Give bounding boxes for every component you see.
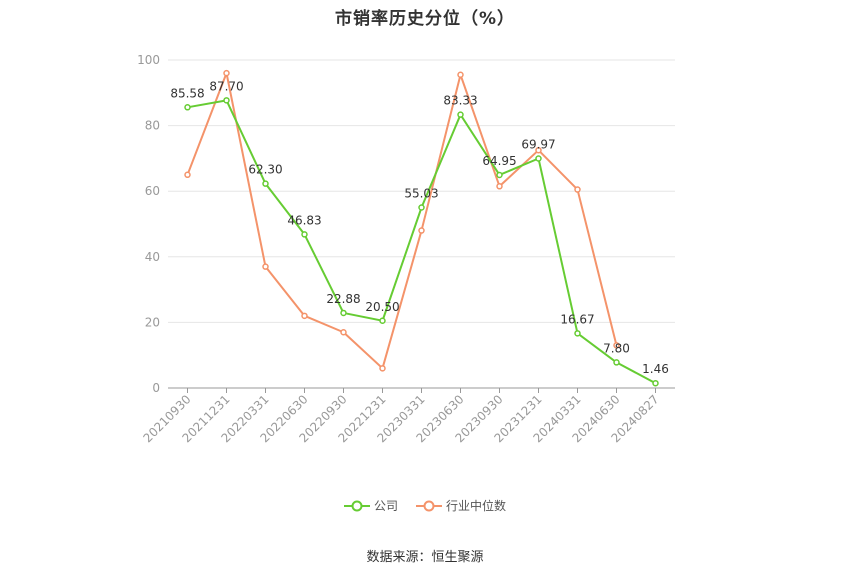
data-point-industry-median[interactable]: [418, 227, 425, 234]
data-label-company: 16.67: [560, 312, 594, 326]
data-label-company: 64.95: [482, 154, 516, 168]
data-point-industry-median[interactable]: [535, 146, 542, 154]
source-note: 数据来源：恒生聚源: [366, 550, 484, 565]
axes: 0204060801002021093020211231202203312022…: [137, 53, 675, 445]
gridlines: [168, 59, 675, 323]
data-point-industry-median[interactable]: [262, 263, 269, 270]
data-point-company[interactable]: [535, 155, 542, 162]
y-tick-label: 80: [145, 119, 160, 133]
legend-item-company[interactable]: 公司: [343, 497, 398, 514]
legend-item-industry-median[interactable]: 行业中位数: [416, 497, 506, 514]
data-point-company[interactable]: [418, 204, 425, 211]
data-point-company[interactable]: [457, 111, 464, 118]
data-point-company[interactable]: [223, 97, 230, 104]
data-label-company: 85.58: [170, 86, 204, 100]
chart-title: 市销率历史分位（%）: [334, 9, 516, 29]
data-label-company: 69.97: [521, 137, 555, 151]
data-point-industry-median[interactable]: [223, 69, 230, 77]
y-tick-label: 60: [145, 184, 160, 198]
y-tick-label: 0: [152, 381, 160, 395]
data-label-company: 1.46: [642, 362, 669, 376]
data-labels: 85.58 87.70 62.30 46.83 22.88 20.50 55.03 83.33…: [170, 79, 669, 376]
legend: 公司 行业中位数: [0, 497, 850, 514]
data-point-company[interactable]: [613, 359, 620, 366]
data-point-industry-median[interactable]: [301, 312, 308, 320]
data-point-company[interactable]: [262, 180, 269, 187]
data-point-industry-median[interactable]: [496, 183, 503, 190]
data-point-industry-median[interactable]: [184, 171, 191, 179]
series-lines: [184, 69, 659, 387]
series-line-company: [187, 99, 656, 385]
legend-company-marker-icon: [343, 500, 370, 511]
data-point-company[interactable]: [574, 330, 581, 337]
data-point-company[interactable]: [301, 231, 308, 238]
y-tick-label: 100: [137, 53, 160, 67]
data-point-company[interactable]: [496, 171, 503, 179]
y-tick-label: 40: [145, 250, 160, 264]
data-point-industry-median[interactable]: [457, 71, 464, 79]
data-point-company[interactable]: [340, 309, 347, 317]
data-point-company[interactable]: [379, 317, 386, 325]
data-label-company: 83.33: [443, 94, 477, 108]
data-label-company: 22.88: [326, 292, 360, 306]
data-point-industry-median[interactable]: [340, 328, 347, 336]
data-point-company[interactable]: [184, 104, 191, 111]
data-label-company: 55.03: [404, 187, 438, 201]
data-label-company: 7.80: [603, 341, 630, 355]
data-point-company[interactable]: [652, 379, 659, 387]
legend-industry-marker-icon: [416, 500, 442, 511]
series-line-industry-median: [186, 72, 618, 370]
data-point-industry-median[interactable]: [574, 186, 581, 193]
data-label-company: 20.50: [365, 300, 399, 314]
data-label-company: 62.30: [248, 163, 282, 177]
data-point-industry-median[interactable]: [379, 365, 386, 372]
legend-company-label: 公司: [373, 499, 398, 513]
data-label-company: 87.70: [209, 79, 243, 93]
data-label-company: 46.83: [287, 213, 321, 227]
data-point-industry-median[interactable]: [613, 342, 620, 349]
y-tick-label: 20: [145, 315, 160, 329]
legend-industry-label: 行业中位数: [446, 499, 507, 513]
